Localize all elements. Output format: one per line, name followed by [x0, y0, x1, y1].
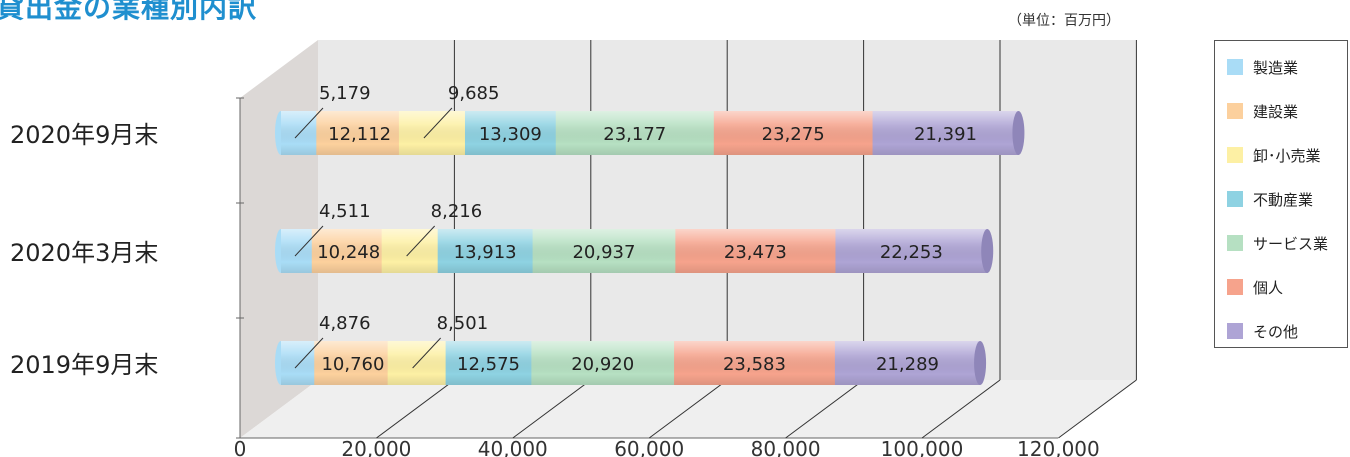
bar-end-cap [974, 341, 987, 385]
data-label: 13,913 [454, 242, 517, 263]
legend-label: 不動産業 [1253, 190, 1314, 209]
leader-line [294, 107, 324, 139]
legend-swatch [1227, 279, 1243, 295]
legend-label: 建設業 [1253, 102, 1299, 121]
legend-swatch [1227, 59, 1243, 75]
data-label: 13,309 [479, 124, 542, 145]
legend-label: 卸･小売業 [1253, 146, 1321, 165]
data-label: 5,179 [319, 83, 371, 104]
unit-label: （単位：百万円） [1008, 13, 1120, 29]
data-label: 12,112 [328, 124, 391, 145]
legend-item: サービス業 [1227, 232, 1328, 254]
x-tick-label: 0 [234, 437, 247, 457]
data-label: 23,583 [723, 354, 786, 375]
legend-item: その他 [1227, 320, 1298, 342]
gridline-floor [921, 379, 1001, 439]
data-label: 20,937 [572, 242, 635, 263]
leader-line [406, 225, 436, 257]
x-tick-label: 60,000 [614, 437, 684, 457]
data-label: 9,685 [448, 83, 500, 104]
category-label: 2020年9月末 [10, 121, 158, 149]
legend-label: サービス業 [1253, 234, 1329, 253]
category-label: 2020年3月末 [10, 239, 158, 267]
legend: 製造業建設業卸･小売業不動産業サービス業個人その他 [1214, 40, 1348, 348]
data-label: 8,216 [431, 201, 483, 222]
page-title: 貸出金の業種別内訳 [0, 0, 258, 24]
bar-shading [281, 111, 1019, 155]
category-label: 2019年9月末 [10, 351, 158, 379]
data-label: 8,501 [437, 313, 489, 334]
gridline-floor [1058, 379, 1137, 439]
legend-label: その他 [1253, 322, 1299, 341]
legend-item: 建設業 [1227, 100, 1298, 122]
legend-swatch [1227, 235, 1243, 251]
x-tick-label: 80,000 [751, 437, 821, 457]
data-label: 4,876 [319, 313, 371, 334]
gridline-floor [785, 379, 864, 439]
gridline-floor [376, 379, 455, 439]
bar-shading [281, 229, 988, 273]
data-label: 12,575 [457, 354, 520, 375]
x-tick-label: 120,000 [1017, 437, 1100, 457]
data-label: 23,473 [724, 242, 787, 263]
x-tick-label: 20,000 [341, 437, 411, 457]
legend-label: 個人 [1253, 278, 1284, 297]
data-label: 21,391 [914, 124, 977, 145]
legend-label: 製造業 [1253, 58, 1299, 77]
data-label: 20,920 [571, 354, 634, 375]
legend-swatch [1227, 191, 1243, 207]
legend-item: 不動産業 [1227, 188, 1313, 210]
legend-swatch [1227, 147, 1243, 163]
data-label: 23,177 [603, 124, 666, 145]
leader-line [294, 337, 324, 369]
bar-end-cap [1012, 111, 1025, 155]
legend-swatch [1227, 323, 1243, 339]
legend-item: 卸･小売業 [1227, 144, 1321, 166]
data-label: 10,248 [317, 242, 380, 263]
data-label: 22,253 [880, 242, 943, 263]
gridline-floor [648, 379, 728, 439]
data-label: 4,511 [319, 201, 371, 222]
x-tick-label: 100,000 [881, 437, 964, 457]
data-label: 21,289 [876, 354, 939, 375]
leader-line [412, 337, 442, 369]
legend-item: 個人 [1227, 276, 1283, 298]
gridline-floor [512, 379, 592, 439]
data-label: 10,760 [321, 354, 384, 375]
leader-line [294, 225, 324, 257]
bar-end-cap [981, 229, 994, 273]
leader-line [423, 107, 453, 139]
bar-shading [281, 341, 981, 385]
legend-item: 製造業 [1227, 56, 1298, 78]
data-label: 23,275 [762, 124, 825, 145]
x-tick-label: 40,000 [478, 437, 548, 457]
legend-swatch [1227, 103, 1243, 119]
